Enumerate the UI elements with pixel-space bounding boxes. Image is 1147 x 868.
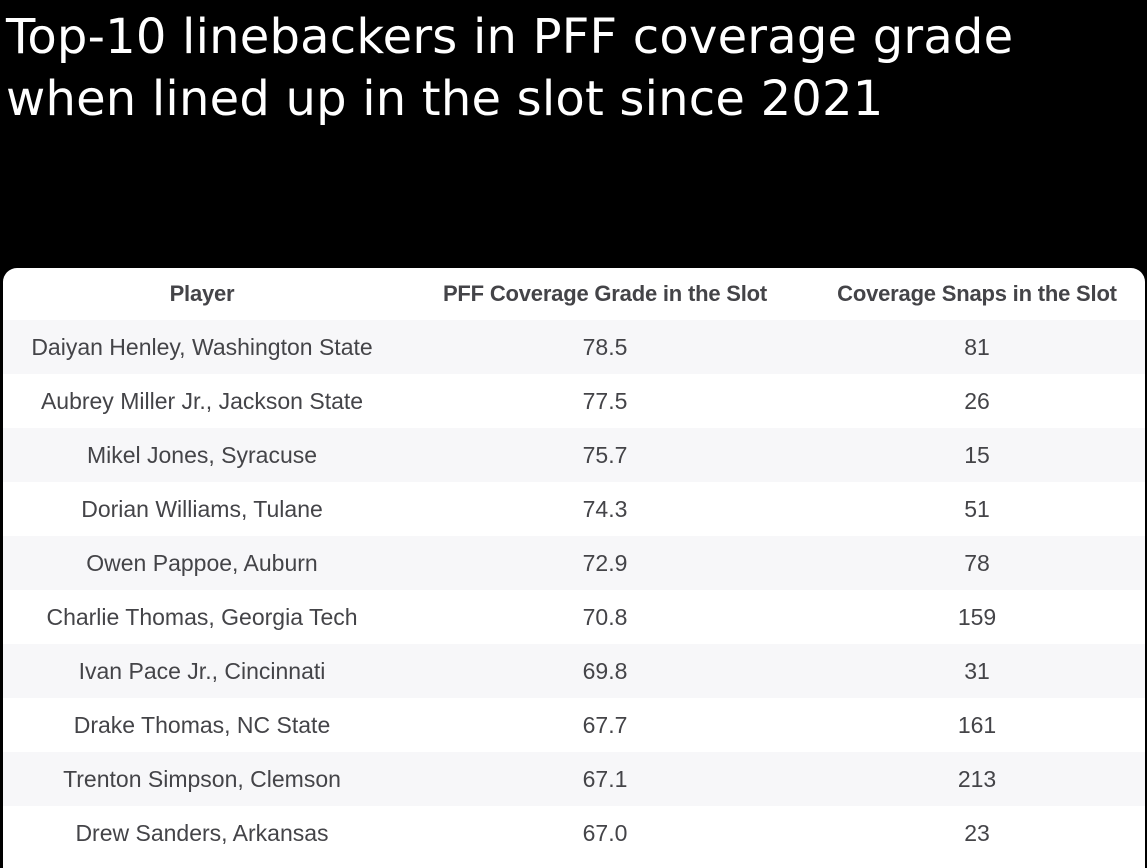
page-title: Top-10 linebackers in PFF coverage grade…: [6, 6, 1146, 130]
cell-grade: 75.7: [401, 428, 809, 482]
cell-grade: 67.1: [401, 752, 809, 806]
cell-player: Ivan Pace Jr., Cincinnati: [3, 644, 401, 698]
cell-player: Dorian Williams, Tulane: [3, 482, 401, 536]
header-coverage-grade: PFF Coverage Grade in the Slot: [442, 281, 768, 306]
cell-snaps: 213: [809, 752, 1145, 806]
cell-snaps: 31: [809, 644, 1145, 698]
title-line-2: when lined up in the slot since 2021: [6, 71, 884, 127]
cell-snaps: 23: [809, 806, 1145, 860]
table-row: Owen Pappoe, Auburn 72.9 78: [3, 536, 1145, 590]
table-row: Daiyan Henley, Washington State 78.5 81: [3, 320, 1145, 374]
table-row: Mikel Jones, Syracuse 75.7 15: [3, 428, 1145, 482]
cell-grade: 67.0: [401, 806, 809, 860]
cell-snaps: 26: [809, 374, 1145, 428]
cell-snaps: 81: [809, 320, 1145, 374]
cell-grade: 72.9: [401, 536, 809, 590]
cell-snaps: 78: [809, 536, 1145, 590]
header-player: Player: [169, 281, 235, 306]
table-row: Drew Sanders, Arkansas 67.0 23: [3, 806, 1145, 860]
cell-player: Charlie Thomas, Georgia Tech: [3, 590, 401, 644]
table-row: Dorian Williams, Tulane 74.3 51: [3, 482, 1145, 536]
header-coverage-snaps: Coverage Snaps in the Slot: [837, 281, 1117, 306]
cell-grade: 70.8: [401, 590, 809, 644]
cell-player: Drake Thomas, NC State: [3, 698, 401, 752]
cell-snaps: 161: [809, 698, 1145, 752]
linebacker-table: Player PFF Coverage Grade in the Slot Co…: [3, 268, 1145, 860]
cell-player: Trenton Simpson, Clemson: [3, 752, 401, 806]
table-row: Drake Thomas, NC State 67.7 161: [3, 698, 1145, 752]
table-row: Ivan Pace Jr., Cincinnati 69.8 31: [3, 644, 1145, 698]
cell-player: Drew Sanders, Arkansas: [3, 806, 401, 860]
cell-snaps: 15: [809, 428, 1145, 482]
table-row: Aubrey Miller Jr., Jackson State 77.5 26: [3, 374, 1145, 428]
title-line-1: Top-10 linebackers in PFF coverage grade: [6, 9, 1014, 65]
cell-grade: 77.5: [401, 374, 809, 428]
cell-player: Mikel Jones, Syracuse: [3, 428, 401, 482]
cell-grade: 69.8: [401, 644, 809, 698]
table-header-row: Player PFF Coverage Grade in the Slot Co…: [3, 268, 1145, 320]
cell-player: Owen Pappoe, Auburn: [3, 536, 401, 590]
table-row: Trenton Simpson, Clemson 67.1 213: [3, 752, 1145, 806]
table-card: Player PFF Coverage Grade in the Slot Co…: [3, 268, 1145, 868]
cell-player: Aubrey Miller Jr., Jackson State: [3, 374, 401, 428]
cell-snaps: 159: [809, 590, 1145, 644]
cell-player: Daiyan Henley, Washington State: [3, 320, 401, 374]
cell-grade: 67.7: [401, 698, 809, 752]
table-row: Charlie Thomas, Georgia Tech 70.8 159: [3, 590, 1145, 644]
cell-grade: 78.5: [401, 320, 809, 374]
cell-grade: 74.3: [401, 482, 809, 536]
cell-snaps: 51: [809, 482, 1145, 536]
